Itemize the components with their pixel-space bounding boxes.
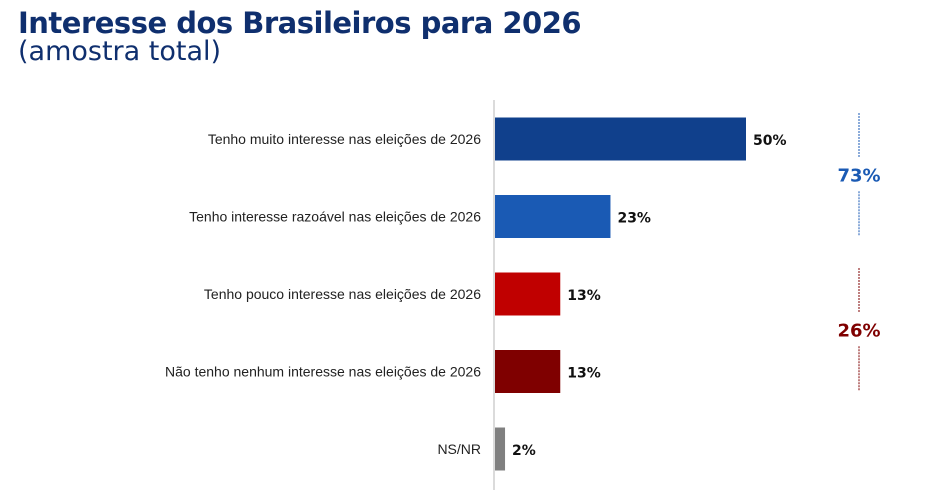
chart-subtitle: (amostra total) <box>18 36 222 67</box>
bar <box>495 117 746 161</box>
category-label: Não tenho nenhum interesse nas eleições … <box>165 364 481 380</box>
value-label: 2% <box>512 443 536 459</box>
bar <box>495 427 506 471</box>
bar <box>495 350 561 393</box>
value-label: 13% <box>567 366 601 382</box>
group-total-label: 26% <box>837 320 880 341</box>
category-label: Tenho interesse razoável nas eleições de… <box>189 209 481 225</box>
bar <box>495 195 611 238</box>
value-label: 13% <box>567 288 601 304</box>
category-label: NS/NR <box>437 441 481 457</box>
chart-title: Interesse dos Brasileiros para 2026 <box>18 6 582 40</box>
value-label: 23% <box>617 211 651 227</box>
value-label: 50% <box>753 133 787 149</box>
bar <box>495 272 561 316</box>
group-total-label: 73% <box>837 165 880 186</box>
category-label: Tenho muito interesse nas eleições de 20… <box>208 131 481 147</box>
category-label: Tenho pouco interesse nas eleições de 20… <box>204 286 481 302</box>
